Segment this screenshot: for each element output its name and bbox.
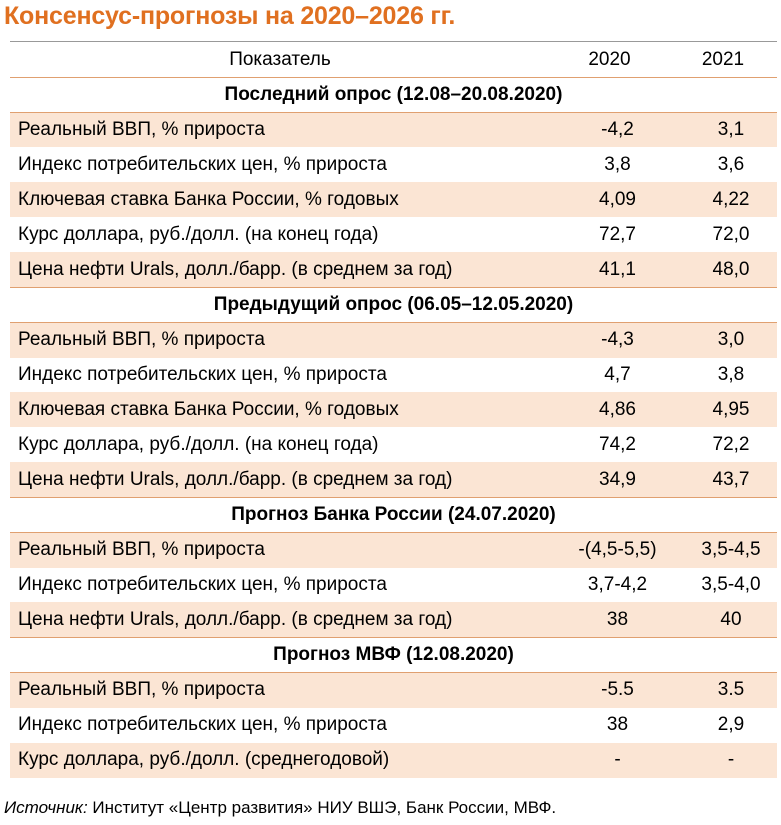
table-row: Индекс потребительских цен, % прироста 3,… xyxy=(10,568,777,603)
value-2021: 4,95 xyxy=(712,398,750,420)
table-row: Цена нефти Urals, долл./барр. (в среднем… xyxy=(10,602,777,638)
table-row: Курс доллара, руб./долл. (на конец года)… xyxy=(10,427,777,462)
value-2020: 3,7-4,2 xyxy=(587,574,648,596)
section-title: Последний опрос (12.08–20.08.2020) xyxy=(10,77,777,113)
indicator-label: Реальный ВВП, % прироста xyxy=(18,539,265,561)
value-2021: 3,1 xyxy=(717,119,745,141)
table-row: Ключевая ставка Банка России, % годовых 4… xyxy=(10,182,777,218)
value-2020: 4,09 xyxy=(599,188,636,210)
value-2020: -5.5 xyxy=(601,679,634,701)
value-2021: - xyxy=(727,749,735,771)
indicator-label: Индекс потребительских цен, % прироста xyxy=(18,153,387,175)
indicator-label: Цена нефти Urals, долл./барр. (в среднем… xyxy=(18,608,453,630)
table-row: Ключевая ставка Банка России, % годовых 4… xyxy=(10,392,777,428)
value-2020: -4,2 xyxy=(601,119,634,141)
table-row: Реальный ВВП, % прироста -5.5 3.5 xyxy=(10,672,777,708)
value-2020: 72,7 xyxy=(599,223,636,245)
section-title: Предыдущий опрос (06.05–12.05.2020) xyxy=(10,287,777,323)
table-row: Реальный ВВП, % прироста -(4,5-5,5) 3,5-4,… xyxy=(10,532,777,568)
value-2021: 72,0 xyxy=(712,223,750,245)
value-2020: 4,7 xyxy=(604,363,631,385)
value-2021: 4,22 xyxy=(712,188,750,210)
indicator-label: Цена нефти Urals, долл./барр. (в среднем… xyxy=(18,258,453,280)
table-row: Реальный ВВП, % прироста -4,2 3,1 xyxy=(10,112,777,148)
indicator-label: Ключевая ставка Банка России, % годовых xyxy=(18,398,399,420)
table-row: Цена нефти Urals, долл./барр. (в среднем… xyxy=(10,462,777,498)
forecast-table: Показатель 2020 2021 Последний опрос (12… xyxy=(10,41,777,778)
section-title: Прогноз МВФ (12.08.2020) xyxy=(10,637,777,673)
indicator-label: Индекс потребительских цен, % прироста xyxy=(18,363,387,385)
table-row: Курс доллара, руб./долл. (среднегодовой)… xyxy=(10,742,777,778)
indicator-label: Курс доллара, руб./долл. (на конец года) xyxy=(18,223,379,245)
value-2020: 38 xyxy=(606,714,629,736)
value-2020: 41,1 xyxy=(599,258,636,280)
value-2020: 34,9 xyxy=(599,468,636,490)
value-2021: 3,5-4,0 xyxy=(701,574,761,596)
source-text: Институт «Центр развития» НИУ ВШЭ, Банк … xyxy=(87,798,557,817)
indicator-label: Курс доллара, руб./долл. (среднегодовой) xyxy=(18,749,390,771)
value-2021: 2,9 xyxy=(717,714,745,736)
section-title: Прогноз Банка России (24.07.2020) xyxy=(10,497,777,533)
header-2020: 2020 xyxy=(588,48,631,70)
value-2021: 3.5 xyxy=(717,679,745,701)
source-label: Источник: xyxy=(4,798,88,817)
indicator-label: Ключевая ставка Банка России, % годовых xyxy=(18,188,399,210)
table-body: Последний опрос (12.08–20.08.2020) Реальн… xyxy=(10,77,777,778)
table-row: Индекс потребительских цен, % прироста 3,… xyxy=(10,147,777,182)
indicator-label: Реальный ВВП, % прироста xyxy=(18,679,265,701)
header-indicator: Показатель xyxy=(229,48,331,70)
value-2021: 43,7 xyxy=(712,468,750,490)
source-note: Источник: Институт «Центр развития» НИУ … xyxy=(4,798,556,818)
value-2021: 3,6 xyxy=(717,153,745,175)
table-row: Реальный ВВП, % прироста -4,3 3,0 xyxy=(10,322,777,358)
indicator-label: Курс доллара, руб./долл. (на конец года) xyxy=(18,433,379,455)
value-2021: 72,2 xyxy=(712,433,750,455)
value-2021: 3,5-4,5 xyxy=(701,539,761,561)
value-2020: 74,2 xyxy=(599,433,636,455)
value-2020: -4,3 xyxy=(601,329,634,351)
indicator-label: Цена нефти Urals, долл./барр. (в среднем… xyxy=(18,468,453,490)
table-row: Индекс потребительских цен, % прироста 4,… xyxy=(10,358,777,393)
value-2021: 3,0 xyxy=(717,329,745,351)
value-2020: 38 xyxy=(606,608,629,630)
table-header-row: Показатель 2020 2021 xyxy=(10,41,777,77)
value-2021: 3,8 xyxy=(717,363,745,385)
table-row: Индекс потребительских цен, % прироста 38… xyxy=(10,708,777,743)
table-row: Цена нефти Urals, долл./барр. (в среднем… xyxy=(10,252,777,288)
value-2020: 4,86 xyxy=(599,398,636,420)
indicator-label: Реальный ВВП, % прироста xyxy=(18,329,265,351)
indicator-label: Реальный ВВП, % прироста xyxy=(18,119,265,141)
header-2021: 2021 xyxy=(701,48,745,70)
page-title: Консенсус-прогнозы на 2020–2026 гг. xyxy=(4,2,456,30)
indicator-label: Индекс потребительских цен, % прироста xyxy=(18,574,387,596)
value-2020: 3,8 xyxy=(604,153,631,175)
value-2021: 48,0 xyxy=(712,258,750,280)
value-2020: - xyxy=(614,749,621,771)
value-2021: 40 xyxy=(720,608,742,630)
indicator-label: Индекс потребительских цен, % прироста xyxy=(18,714,387,736)
table-row: Курс доллара, руб./долл. (на конец года)… xyxy=(10,217,777,252)
value-2020: -(4,5-5,5) xyxy=(578,539,657,561)
